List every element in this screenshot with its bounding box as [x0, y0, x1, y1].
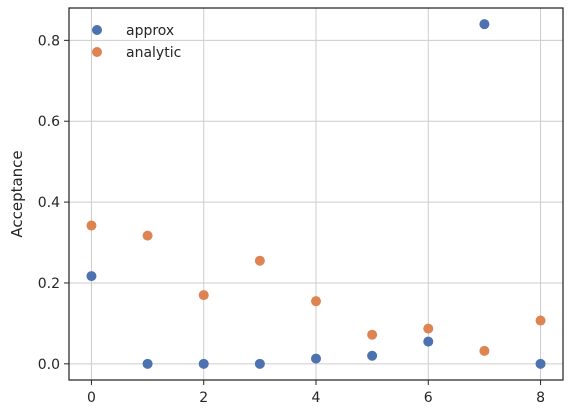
data-point — [423, 336, 434, 347]
x-tick-label: 6 — [424, 390, 433, 406]
data-point — [254, 255, 265, 266]
legend-marker — [92, 25, 102, 35]
data-point — [86, 220, 97, 231]
data-point — [535, 358, 546, 369]
data-points — [86, 19, 546, 369]
series-approx — [86, 19, 546, 369]
data-point — [367, 329, 378, 340]
y-tick-label: 0.8 — [38, 33, 60, 49]
data-point — [198, 290, 209, 301]
y-tick-label: 0.0 — [38, 357, 60, 373]
legend-marker — [92, 47, 102, 57]
data-point — [254, 358, 265, 369]
data-point — [535, 315, 546, 326]
legend-label: analytic — [126, 45, 181, 61]
data-point — [311, 296, 321, 307]
data-point — [142, 358, 153, 369]
legend: approx analytic — [92, 23, 181, 61]
data-point — [142, 230, 153, 241]
axis-ticks: 0 2 4 6 8 0.0 0.2 0.4 0.6 0.8 — [38, 33, 545, 406]
y-tick-label: 0.2 — [38, 276, 60, 292]
data-point — [423, 323, 434, 334]
data-point — [198, 358, 209, 369]
series-analytic — [86, 220, 546, 356]
data-point — [311, 353, 321, 364]
x-tick-label: 4 — [312, 390, 321, 406]
data-point — [479, 345, 490, 356]
legend-label: approx — [126, 23, 174, 39]
data-point — [86, 271, 97, 282]
x-tick-label: 2 — [199, 390, 208, 406]
data-point — [479, 19, 490, 30]
y-tick-label: 0.6 — [38, 114, 60, 130]
x-tick-label: 0 — [87, 390, 96, 406]
y-tick-label: 0.4 — [38, 195, 60, 211]
grid — [69, 8, 563, 380]
data-point — [367, 350, 378, 361]
x-tick-label: 8 — [536, 390, 545, 406]
y-axis-label: Acceptance — [8, 150, 26, 237]
